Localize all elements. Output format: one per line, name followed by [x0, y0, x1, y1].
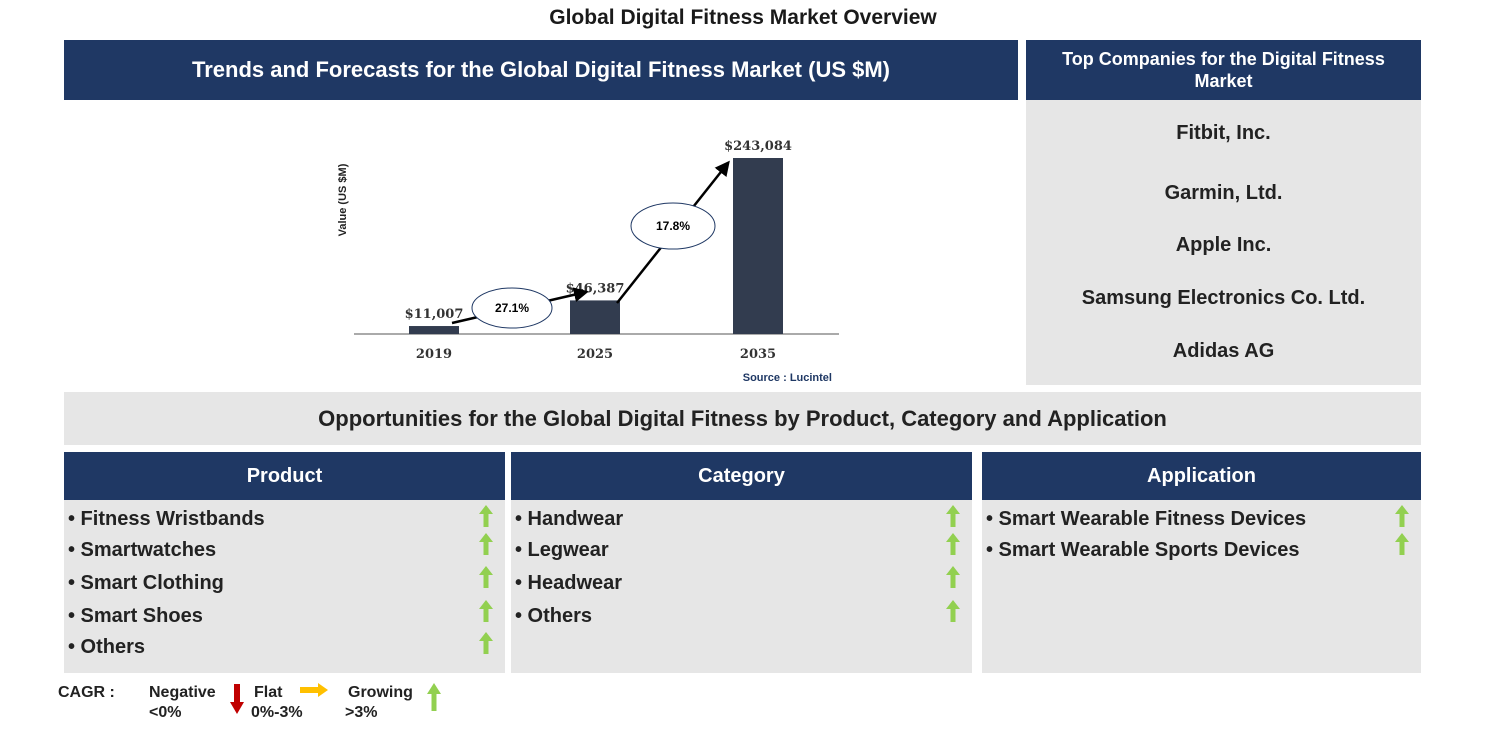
x-tick-label: 2025	[577, 347, 613, 362]
cagr-label: 27.1%	[495, 301, 529, 315]
x-tick-label: 2035	[740, 347, 776, 362]
list-item: • Handwear	[515, 508, 624, 530]
companies-header: Top Companies for the Digital Fitness Ma…	[1026, 40, 1421, 100]
legend-flat-label: Flat	[254, 684, 283, 701]
bar	[409, 326, 459, 334]
cagr-ellipse	[630, 202, 716, 250]
list-item: • Smart Wearable Sports Devices	[986, 539, 1300, 561]
list-item: • Smart Shoes	[68, 605, 203, 627]
growing-arrow-icon	[946, 533, 960, 555]
growing-arrow-icon	[1395, 533, 1409, 555]
company-item: Samsung Electronics Co. Ltd.	[1081, 287, 1366, 309]
cagr-label: 17.8%	[656, 219, 690, 233]
list-item: • Others	[515, 605, 593, 627]
list-item: • Fitness Wristbands	[68, 508, 265, 530]
category-column-header: Category	[511, 452, 972, 500]
list-item: • Smart Wearable Fitness Devices	[986, 508, 1307, 530]
company-item: Adidas AG	[1172, 340, 1275, 362]
growing-arrow-icon	[479, 600, 493, 622]
chart-panel-header: Trends and Forecasts for the Global Digi…	[64, 40, 1018, 100]
company-item: Fitbit, Inc.	[1176, 122, 1271, 144]
company-item: Garmin, Ltd.	[1164, 182, 1283, 204]
down-arrow-icon	[230, 684, 244, 714]
legend-negative-label: Negative	[149, 684, 216, 701]
up-arrow-icon	[427, 683, 441, 711]
product-column: • Fitness Wristbands • Smartwatches • Sm…	[64, 500, 505, 673]
bar	[733, 158, 783, 334]
list-item: • Smartwatches	[68, 539, 217, 561]
product-column-header: Product	[64, 452, 505, 500]
chart-area: $11,007 2019 $46,387 2025 $243,084 2035 Value …	[64, 100, 1018, 390]
growing-arrow-icon	[479, 533, 493, 555]
right-arrow-icon	[300, 683, 328, 697]
list-item: • Others	[68, 636, 146, 658]
growing-arrow-icon	[479, 632, 493, 654]
data-label: $243,084	[724, 139, 792, 154]
application-column: • Smart Wearable Fitness Devices • Smart…	[982, 500, 1421, 673]
cagr-ellipse	[471, 287, 553, 329]
cagr-legend: CAGR : Negative <0% Flat 0%-3% Growing >…	[58, 680, 478, 730]
legend-growing-range: >3%	[345, 704, 378, 721]
list-item: • Legwear	[515, 539, 609, 561]
opportunities-banner: Opportunities for the Global Digital Fit…	[64, 392, 1421, 445]
bar	[570, 300, 620, 334]
growing-arrow-icon	[479, 566, 493, 588]
growing-arrow-icon	[946, 505, 960, 527]
application-column-header: Application	[982, 452, 1421, 500]
legend-flat-range: 0%-3%	[251, 704, 303, 721]
chart-source: Source : Lucintel	[743, 372, 832, 384]
page-title: Global Digital Fitness Market Overview	[549, 6, 937, 29]
list-item: • Smart Clothing	[68, 572, 224, 594]
companies-panel: Fitbit, Inc. Garmin, Ltd. Apple Inc. Sam…	[1026, 100, 1421, 385]
y-axis-label: Value (US $M)	[337, 163, 349, 236]
growing-arrow-icon	[946, 566, 960, 588]
growing-arrow-icon	[479, 505, 493, 527]
cagr-legend-label: CAGR :	[58, 684, 115, 701]
growing-arrow-icon	[946, 600, 960, 622]
legend-negative-range: <0%	[149, 704, 182, 721]
x-tick-label: 2019	[416, 347, 452, 362]
growing-arrow-icon	[1395, 505, 1409, 527]
data-label: $11,007	[405, 307, 464, 322]
legend-growing-label: Growing	[348, 684, 413, 701]
list-item: • Headwear	[515, 572, 623, 594]
company-item: Apple Inc.	[1175, 234, 1272, 256]
category-column: • Handwear • Legwear • Headwear • Others	[511, 500, 972, 673]
bar-chart: $11,0072019$46,3872025$243,0842035Value …	[337, 139, 839, 384]
